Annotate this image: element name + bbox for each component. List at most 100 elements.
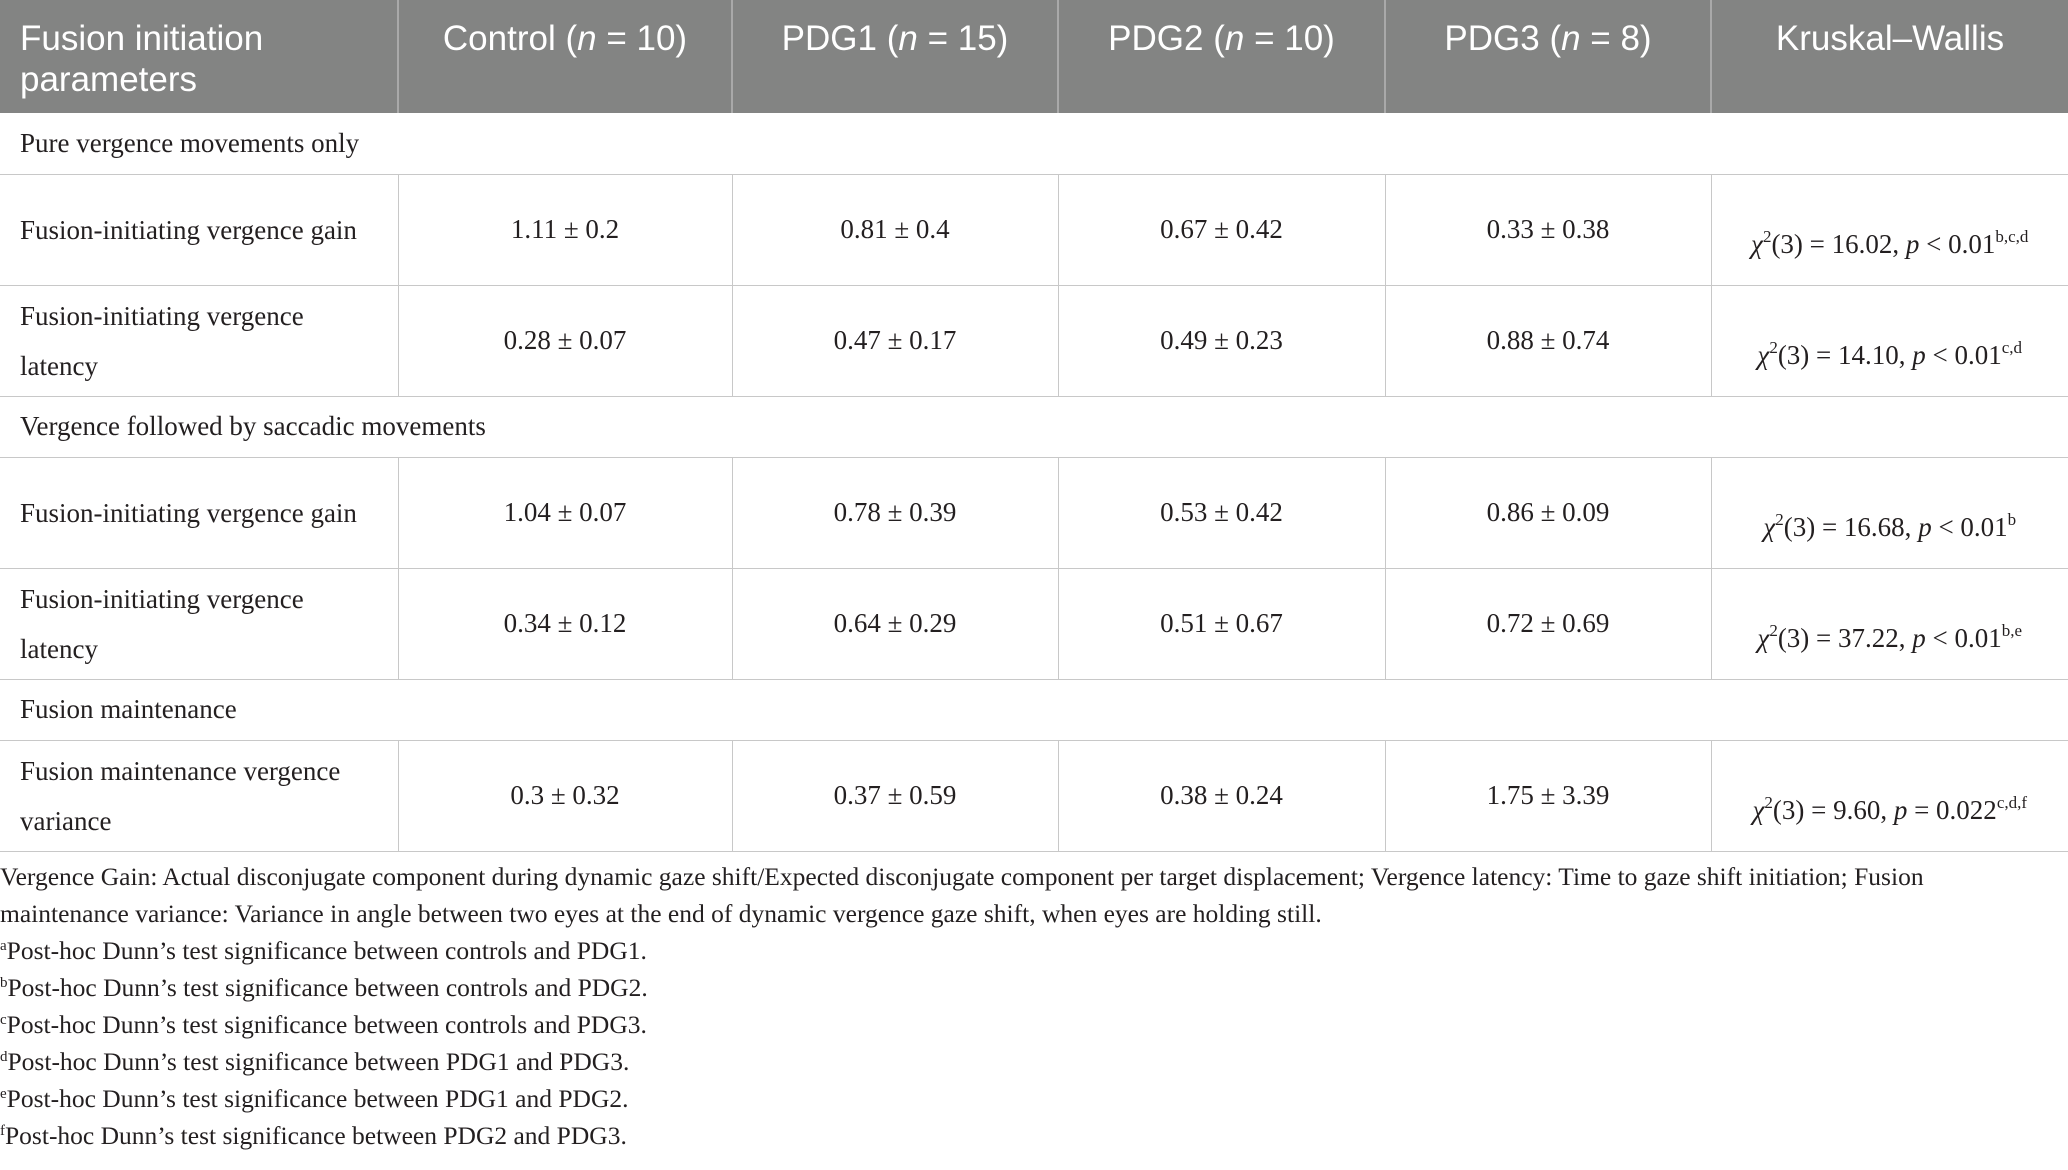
value-cell: 0.86 ± 0.09	[1384, 457, 1712, 569]
footnote-text: Post-hoc Dunn’s test significance betwee…	[7, 972, 648, 1002]
parameter-cell: Fusion maintenance vergence variance	[0, 740, 399, 852]
value-cell: 0.67 ± 0.42	[1057, 174, 1386, 286]
p-symbol: p	[1918, 512, 1932, 542]
table-row: Fusion maintenance vergence variance 0.3 …	[0, 740, 2068, 852]
p-symbol: p	[1893, 795, 1908, 825]
footnote-definition: Vergence Gain: Actual disconjugate compo…	[0, 861, 1924, 928]
p-value: < 0.01	[1931, 512, 2008, 542]
p-symbol: p	[1905, 229, 1920, 259]
footnote-mark: e	[0, 1085, 7, 1102]
significance-marks: c,d	[2001, 338, 2023, 357]
footnote-list: aPost-hoc Dunn’s test significance betwe…	[0, 932, 2068, 1154]
value-cell: 0.51 ± 0.67	[1057, 568, 1386, 680]
value-cell: 1.04 ± 0.07	[397, 457, 733, 569]
value-cell: 0.88 ± 0.74	[1384, 285, 1712, 397]
chi-superscript: 2	[1764, 793, 1773, 812]
chi-symbol: χ	[1751, 229, 1763, 259]
section-row: Fusion maintenance	[0, 679, 2068, 741]
chi-superscript: 2	[1775, 510, 1784, 529]
footnote-mark: c	[0, 1011, 7, 1028]
results-table: Fusion initiation parameters Control (n …	[0, 0, 2068, 852]
value-cell: 0.3 ± 0.32	[397, 740, 733, 852]
value-cell: 0.78 ± 0.39	[731, 457, 1059, 569]
header-kruskal-wallis: Kruskal–Wallis	[1711, 0, 2068, 113]
parameter-cell: Fusion-initiating vergence gain	[0, 457, 399, 569]
statistic-cell: χ2(3) = 14.10, p < 0.01c,d	[1710, 285, 2068, 397]
parameter-cell: Fusion-initiating vergence latency	[0, 285, 399, 397]
footnote-text: Post-hoc Dunn’s test significance betwee…	[5, 1120, 627, 1150]
p-value: < 0.01	[1925, 623, 2002, 653]
statistic-value: (3) = 37.22,	[1777, 623, 1913, 653]
section-title: Pure vergence movements only	[0, 113, 2068, 175]
value-cell: 0.38 ± 0.24	[1057, 740, 1386, 852]
chi-symbol: χ	[1752, 795, 1765, 825]
header-pdg3: PDG3 (n = 8)	[1385, 0, 1712, 113]
header-row: Fusion initiation parameters Control (n …	[0, 0, 2068, 113]
statistic-cell: χ2(3) = 9.60, p = 0.022c,d,f	[1710, 740, 2068, 852]
value-cell: 0.28 ± 0.07	[397, 285, 733, 397]
footnote-text: Post-hoc Dunn’s test significance betwee…	[6, 1083, 629, 1113]
footnote-text: Post-hoc Dunn’s test significance betwee…	[6, 935, 647, 965]
chi-symbol: χ	[1763, 512, 1776, 542]
footnote: ePost-hoc Dunn’s test significance betwe…	[0, 1080, 2068, 1117]
p-value: < 0.01	[1925, 340, 2002, 370]
chi-superscript: 2	[1762, 227, 1772, 246]
p-symbol: p	[1912, 340, 1926, 370]
p-value: < 0.01	[1919, 229, 1996, 259]
footnote: bPost-hoc Dunn’s test significance betwe…	[0, 969, 2068, 1006]
value-cell: 0.53 ± 0.42	[1057, 457, 1386, 569]
value-cell: 1.75 ± 3.39	[1384, 740, 1712, 852]
significance-marks: c,d,f	[1996, 793, 2028, 812]
significance-marks: b,e	[2001, 621, 2023, 640]
footnote-mark: f	[0, 1122, 5, 1139]
header-pdg1: PDG1 (n = 15)	[732, 0, 1059, 113]
table-footnotes: Vergence Gain: Actual disconjugate compo…	[0, 858, 2068, 1154]
chi-superscript: 2	[1769, 338, 1778, 357]
value-cell: 0.47 ± 0.17	[731, 285, 1059, 397]
parameter-cell: Fusion-initiating vergence gain	[0, 174, 399, 286]
table-row: Fusion-initiating vergence latency 0.28 ±…	[0, 285, 2068, 397]
value-cell: 0.49 ± 0.23	[1057, 285, 1386, 397]
table-row: Fusion-initiating vergence latency 0.34 ±…	[0, 568, 2068, 680]
footnote: cPost-hoc Dunn’s test significance betwe…	[0, 1006, 2068, 1043]
statistic-value: (3) = 14.10,	[1777, 340, 1913, 370]
footnote-mark: d	[0, 1048, 8, 1065]
significance-marks: b	[2007, 510, 2017, 529]
statistic-value: (3) = 9.60,	[1772, 795, 1894, 825]
footnote-text: Post-hoc Dunn’s test significance betwee…	[7, 1046, 630, 1076]
chi-superscript: 2	[1769, 621, 1778, 640]
value-cell: 0.37 ± 0.59	[731, 740, 1059, 852]
footnote-mark: a	[0, 937, 7, 954]
footnote: dPost-hoc Dunn’s test significance betwe…	[0, 1043, 2068, 1080]
header-parameters: Fusion initiation parameters	[0, 0, 399, 113]
footnote: aPost-hoc Dunn’s test significance betwe…	[0, 932, 2068, 969]
value-cell: 1.11 ± 0.2	[397, 174, 733, 286]
value-cell: 0.64 ± 0.29	[731, 568, 1059, 680]
p-value: = 0.022	[1907, 795, 1997, 825]
table-row: Fusion-initiating vergence gain 1.04 ± 0.…	[0, 457, 2068, 569]
value-cell: 0.34 ± 0.12	[397, 568, 733, 680]
statistic-value: (3) = 16.02,	[1771, 229, 1906, 259]
table-row: Fusion-initiating vergence gain 1.11 ± 0.…	[0, 174, 2068, 286]
section-row: Pure vergence movements only	[0, 113, 2068, 175]
parameter-cell: Fusion-initiating vergence latency	[0, 568, 399, 680]
header-control: Control (n = 10)	[398, 0, 733, 113]
value-cell: 0.81 ± 0.4	[731, 174, 1059, 286]
chi-symbol: χ	[1757, 340, 1770, 370]
statistic-value: (3) = 16.68,	[1783, 512, 1919, 542]
value-cell: 0.33 ± 0.38	[1384, 174, 1712, 286]
footnote-mark: b	[0, 974, 8, 991]
section-title: Vergence followed by saccadic movements	[0, 396, 2068, 458]
footnote-text: Post-hoc Dunn’s test significance betwee…	[6, 1009, 647, 1039]
statistic-cell: χ2(3) = 16.68, p < 0.01b	[1710, 457, 2068, 569]
chi-symbol: χ	[1757, 623, 1770, 653]
section-title: Fusion maintenance	[0, 679, 2068, 741]
footnote: fPost-hoc Dunn’s test significance betwe…	[0, 1117, 2068, 1154]
statistic-cell: χ2(3) = 16.02, p < 0.01b,c,d	[1710, 174, 2068, 286]
header-pdg2: PDG2 (n = 10)	[1058, 0, 1386, 113]
significance-marks: b,c,d	[1995, 227, 2029, 246]
section-row: Vergence followed by saccadic movements	[0, 396, 2068, 458]
p-symbol: p	[1912, 623, 1926, 653]
table-body: Pure vergence movements only Fusion-initi…	[0, 113, 2068, 852]
statistic-cell: χ2(3) = 37.22, p < 0.01b,e	[1710, 568, 2068, 680]
